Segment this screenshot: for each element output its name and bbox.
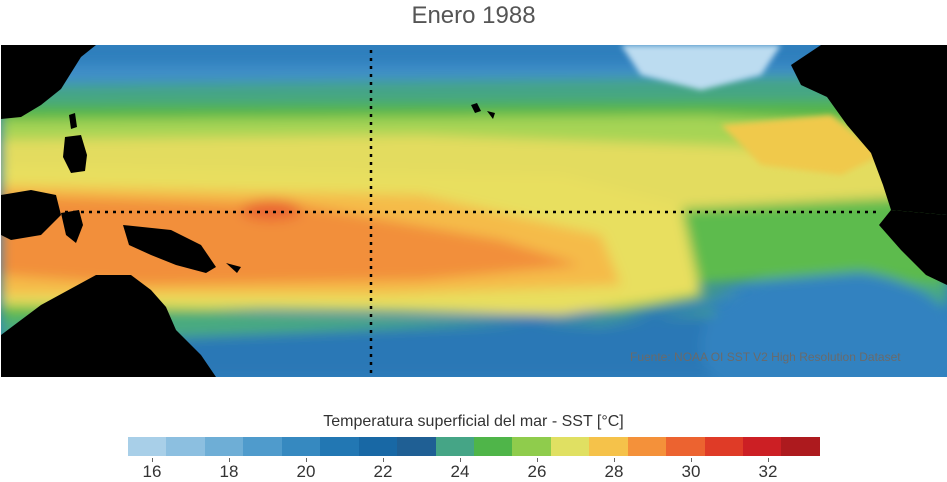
colorbar-swatch xyxy=(512,437,551,456)
colorbar-swatch xyxy=(166,437,205,456)
tick-mark xyxy=(229,458,230,462)
tick-label: 32 xyxy=(758,462,778,481)
tick-mark xyxy=(768,458,769,462)
colorbar-swatch xyxy=(666,437,705,456)
hot-spot xyxy=(241,200,301,220)
southeast-cold-pool xyxy=(701,270,947,377)
colorbar-swatch xyxy=(397,437,436,456)
tick-label: 28 xyxy=(604,462,624,481)
tick-mark xyxy=(383,458,384,462)
colorbar-swatch xyxy=(281,437,321,456)
tick-label: 16 xyxy=(142,462,162,481)
tick-mark xyxy=(614,458,615,462)
tick-label: 24 xyxy=(450,462,470,481)
tick-label: 18 xyxy=(219,462,239,481)
colorbar-swatch xyxy=(550,437,590,456)
tick-mark xyxy=(537,458,538,462)
south-teal-band xyxy=(1,275,947,345)
tick-label: 26 xyxy=(527,462,547,481)
north-america-land xyxy=(791,45,947,215)
north-east-yellow xyxy=(721,115,881,175)
tick-mark xyxy=(306,458,307,462)
colorbar-swatch xyxy=(704,437,743,456)
colorbar-swatch xyxy=(781,437,820,456)
north-pale-corner xyxy=(621,45,781,90)
colorbar-swatch xyxy=(358,437,398,456)
land xyxy=(1,45,947,377)
colorbar-ticks: 16 18 20 22 24 26 28 30 32 xyxy=(0,458,947,481)
asia-land xyxy=(1,45,96,119)
taiwan-land xyxy=(69,113,77,129)
tick-mark xyxy=(152,458,153,462)
colorbar-swatch xyxy=(320,437,359,456)
tick-label: 22 xyxy=(373,462,393,481)
south-america-land xyxy=(879,210,947,285)
sst-map: Fuente: NOAA OI SST V2 High Resolution D… xyxy=(1,45,947,377)
hawaii-islands xyxy=(471,103,495,119)
map-title: Enero 1988 xyxy=(411,2,536,29)
colorbar-swatch xyxy=(128,437,167,456)
new-guinea-land xyxy=(123,225,216,273)
source-label: Fuente: NOAA OI SST V2 High Resolution D… xyxy=(630,350,901,364)
solomon-islands xyxy=(226,263,241,273)
colorbar-swatch xyxy=(435,437,474,456)
colorbar xyxy=(128,437,820,456)
tick-label: 20 xyxy=(296,462,316,481)
colorbar-swatch xyxy=(204,437,244,456)
colorbar-swatch xyxy=(243,437,282,456)
colorbar-title: Temperatura superficial del mar - SST [°… xyxy=(323,413,624,430)
tick-mark xyxy=(691,458,692,462)
tick-mark xyxy=(460,458,461,462)
cuba-land xyxy=(861,105,916,117)
borneo-land xyxy=(1,190,61,240)
colorbar-swatch xyxy=(473,437,513,456)
colorbar-swatch xyxy=(743,437,782,456)
sulawesi-land xyxy=(61,210,83,243)
philippines-land xyxy=(63,135,87,173)
colorbar-swatch xyxy=(589,437,628,456)
colorbar-swatch xyxy=(627,437,667,456)
warm-pool-orange xyxy=(1,195,581,285)
australia-land xyxy=(1,275,216,377)
tick-label: 30 xyxy=(681,462,701,481)
